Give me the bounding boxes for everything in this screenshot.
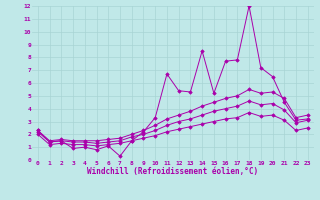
X-axis label: Windchill (Refroidissement éolien,°C): Windchill (Refroidissement éolien,°C) bbox=[87, 167, 258, 176]
